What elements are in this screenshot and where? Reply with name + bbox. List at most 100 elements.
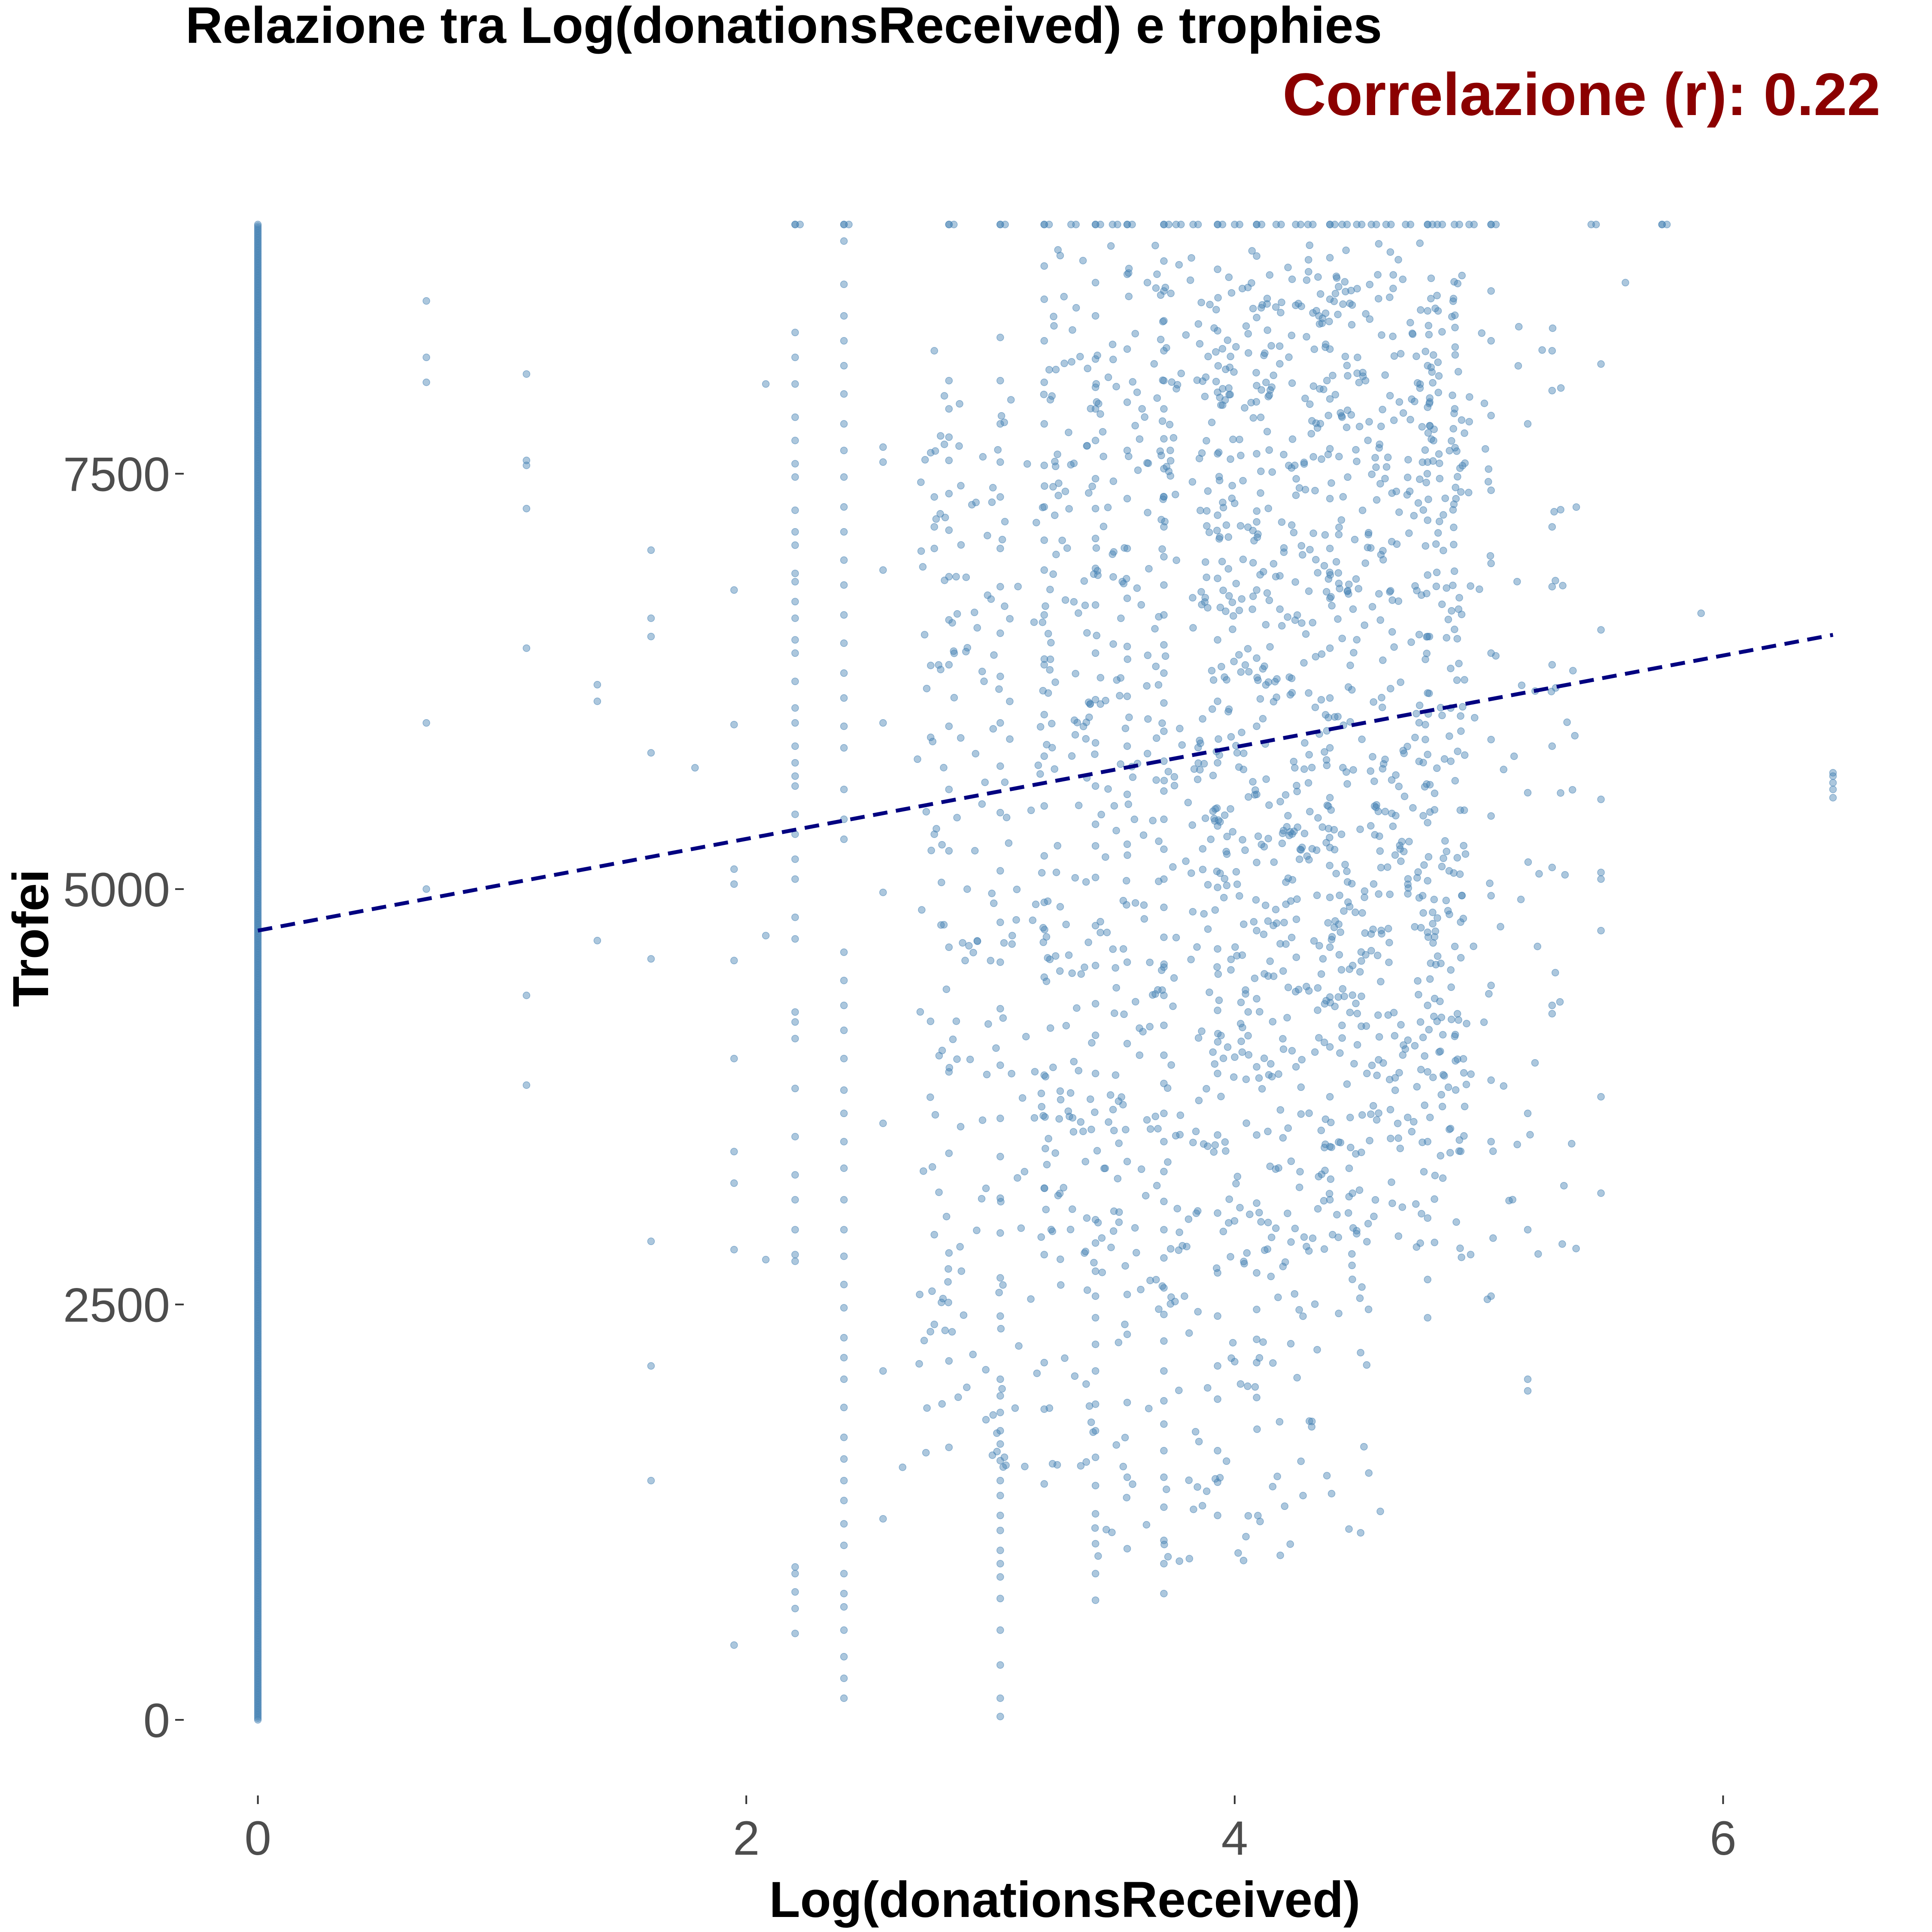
data-point: [1242, 322, 1250, 330]
data-point: [1013, 885, 1021, 893]
data-point: [1266, 1162, 1274, 1170]
data-point: [1160, 1051, 1168, 1059]
data-point: [1387, 1134, 1394, 1142]
data-point: [1214, 362, 1222, 370]
data-point: [1487, 1076, 1495, 1084]
data-point: [1239, 1024, 1246, 1031]
data-point: [1030, 618, 1038, 626]
data-point: [1137, 1285, 1145, 1294]
data-point: [1262, 775, 1270, 783]
data-point: [1199, 715, 1206, 723]
data-point: [1361, 377, 1370, 385]
data-point: [1159, 318, 1167, 325]
data-point: [1143, 750, 1151, 758]
data-point: [1160, 933, 1168, 941]
data-point: [1199, 866, 1207, 873]
data-point: [997, 412, 1005, 420]
data-point: [791, 1008, 799, 1016]
data-point: [730, 957, 738, 965]
data-point: [1151, 1112, 1159, 1121]
data-point: [1155, 837, 1163, 845]
data-point: [1427, 295, 1435, 303]
data-point: [1091, 1482, 1100, 1489]
data-point: [762, 932, 770, 939]
data-point: [1000, 1453, 1009, 1461]
data-point: [1160, 1109, 1168, 1118]
data-point: [1357, 948, 1365, 956]
data-point: [879, 888, 887, 896]
data-point: [791, 528, 799, 536]
data-point: [1123, 1545, 1131, 1552]
data-point: [996, 1440, 1004, 1448]
data-point: [969, 948, 977, 957]
data-point: [1454, 747, 1461, 755]
data-point: [1267, 1273, 1275, 1280]
data-point: [1395, 398, 1403, 406]
data-point: [1125, 453, 1133, 460]
data-point: [1462, 1081, 1470, 1088]
data-point: [1112, 964, 1119, 972]
data-point: [1236, 221, 1243, 228]
data-point: [1379, 1059, 1387, 1067]
data-point: [1145, 565, 1153, 573]
data-point: [1309, 1234, 1317, 1242]
data-point: [1411, 398, 1419, 405]
data-point: [1411, 734, 1419, 741]
data-point: [1337, 830, 1346, 838]
data-point: [1367, 947, 1375, 955]
data-point: [929, 738, 937, 745]
data-point: [1300, 829, 1309, 838]
data-point: [982, 1416, 990, 1424]
data-point: [984, 532, 991, 540]
data-point: [1299, 1312, 1307, 1320]
data-point: [957, 482, 965, 490]
data-point: [1460, 1132, 1468, 1140]
data-point: [1189, 1139, 1197, 1146]
data-point: [1327, 806, 1335, 814]
data-point: [1008, 940, 1016, 948]
data-point: [945, 847, 953, 855]
data-point: [1081, 963, 1088, 971]
data-point: [982, 1185, 990, 1192]
data-point: [1091, 1367, 1100, 1375]
data-point: [1236, 1380, 1245, 1388]
data-point: [1251, 1383, 1259, 1391]
data-point: [1455, 1016, 1462, 1024]
data-point: [996, 377, 1004, 385]
data-point: [1480, 399, 1488, 407]
data-point: [1465, 393, 1473, 401]
data-point: [791, 875, 799, 883]
data-point: [996, 458, 1004, 466]
data-point: [1361, 887, 1369, 895]
data-point: [1424, 571, 1431, 579]
data-point: [1270, 560, 1278, 568]
data-point: [1249, 414, 1258, 422]
data-point: [1094, 1552, 1102, 1560]
data-point: [1071, 731, 1079, 739]
data-point: [1241, 846, 1249, 854]
data-point: [1137, 601, 1145, 609]
data-point: [1203, 437, 1210, 445]
data-point: [1433, 568, 1441, 577]
data-point: [1622, 279, 1629, 287]
data-point: [1266, 271, 1274, 279]
data-point: [940, 764, 948, 772]
data-point: [1291, 764, 1299, 772]
data-point: [1194, 759, 1202, 767]
data-point: [1052, 550, 1060, 559]
data-point: [1244, 1512, 1252, 1520]
data-point: [1361, 621, 1368, 629]
data-point: [1201, 814, 1209, 822]
data-point: [1465, 418, 1473, 425]
data-point: [1326, 395, 1334, 403]
data-point: [1214, 1131, 1221, 1139]
data-point: [1253, 859, 1261, 866]
data-point: [1278, 839, 1286, 848]
data-point: [1517, 896, 1525, 903]
data-point: [1097, 700, 1104, 708]
data-point: [1457, 712, 1464, 720]
data-point: [1309, 309, 1317, 317]
data-point: [1331, 1002, 1339, 1010]
data-point: [922, 1449, 930, 1457]
data-point: [1213, 804, 1221, 812]
